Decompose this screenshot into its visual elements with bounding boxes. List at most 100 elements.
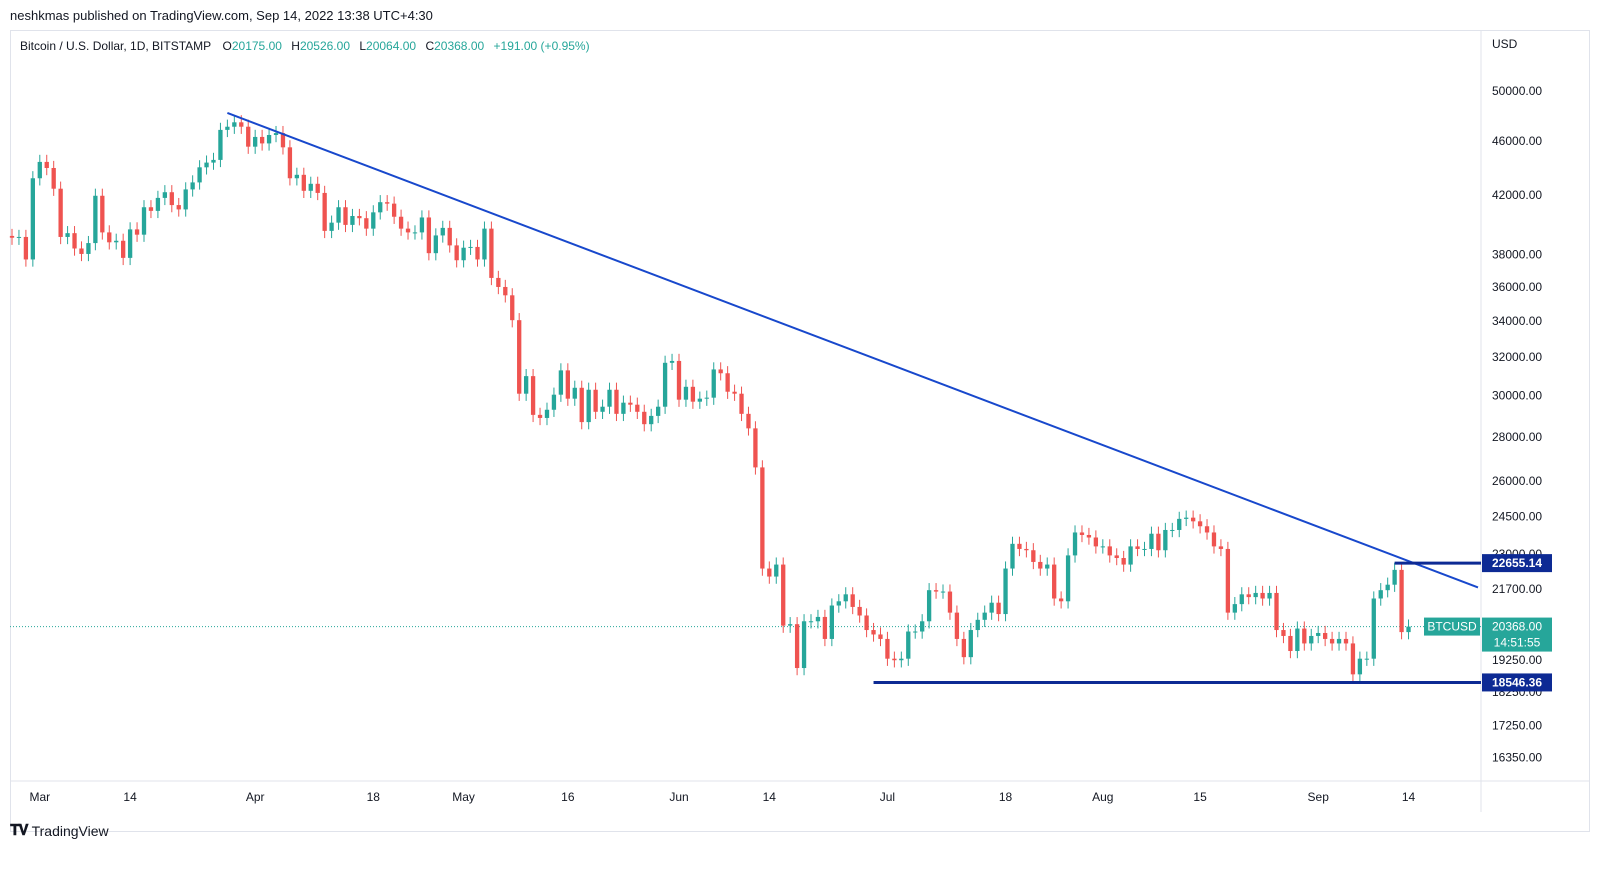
candle-body bbox=[405, 228, 411, 233]
candle-body bbox=[885, 638, 890, 659]
candle-body bbox=[454, 245, 459, 261]
candle bbox=[1218, 539, 1224, 557]
candle-body bbox=[1316, 632, 1321, 636]
candle-body bbox=[176, 205, 181, 210]
candle-body bbox=[447, 227, 452, 246]
candle bbox=[1065, 548, 1071, 609]
candle-body bbox=[1295, 628, 1300, 652]
candle-body bbox=[1218, 546, 1224, 549]
candle bbox=[690, 379, 696, 409]
level-tag bbox=[1482, 554, 1552, 573]
candle bbox=[1322, 625, 1328, 647]
candle-body bbox=[461, 247, 466, 261]
candle bbox=[1128, 539, 1133, 572]
candle bbox=[614, 382, 619, 422]
candle bbox=[405, 221, 411, 240]
candle-body bbox=[343, 207, 348, 225]
price-tick-label: 21700.00 bbox=[1492, 582, 1542, 596]
time-axis: Mar 14 Apr 18 May 16 Jun 14 Jul 18 Aug 15 Sep 14 bbox=[29, 790, 1415, 804]
candle-body bbox=[704, 397, 709, 399]
candle bbox=[537, 407, 543, 426]
candle-body bbox=[850, 594, 855, 607]
candle-body bbox=[906, 631, 911, 659]
candle bbox=[607, 382, 612, 414]
candle-body bbox=[718, 369, 723, 374]
candle bbox=[1156, 526, 1161, 558]
candle bbox=[336, 200, 341, 230]
candle bbox=[697, 391, 702, 409]
candle-body bbox=[141, 207, 147, 235]
candle bbox=[294, 167, 300, 186]
candle-body bbox=[920, 621, 925, 632]
candle bbox=[781, 557, 786, 633]
candle bbox=[148, 200, 154, 219]
candle bbox=[1253, 585, 1258, 605]
candle-body bbox=[1288, 635, 1293, 652]
candle bbox=[287, 140, 293, 186]
price-tags: 22655.14 18546.36 BTCUSD 20368.00 14:51:55 bbox=[1424, 554, 1552, 692]
candle bbox=[211, 152, 216, 170]
price-tick-label: 34000.00 bbox=[1492, 314, 1542, 328]
candle-body bbox=[1065, 555, 1071, 602]
candle bbox=[572, 380, 577, 406]
candles bbox=[9, 115, 1411, 682]
candle-body bbox=[121, 240, 126, 258]
candle-body bbox=[1246, 594, 1251, 598]
candle-body bbox=[579, 387, 584, 423]
candle-body bbox=[259, 136, 265, 144]
candle-body bbox=[183, 189, 188, 210]
candle bbox=[822, 609, 828, 647]
candle bbox=[357, 208, 362, 226]
candle-body bbox=[412, 232, 418, 234]
candle bbox=[1184, 510, 1189, 527]
candle-body bbox=[169, 192, 174, 206]
candle-body bbox=[1100, 546, 1105, 548]
candle-body bbox=[822, 616, 828, 639]
candle bbox=[1121, 550, 1126, 572]
chart-frame bbox=[10, 30, 1590, 832]
candle bbox=[371, 205, 376, 236]
time-tick-label: May bbox=[452, 790, 475, 804]
symbol-title: Bitcoin / U.S. Dollar, 1D, BITSTAMP bbox=[20, 39, 212, 53]
candle-body bbox=[301, 174, 306, 191]
candle bbox=[503, 279, 508, 303]
candle bbox=[489, 221, 494, 286]
trendline[interactable] bbox=[227, 112, 1479, 589]
candle-body bbox=[1343, 638, 1349, 644]
candle bbox=[461, 240, 466, 268]
candle bbox=[579, 380, 584, 430]
candle bbox=[1010, 536, 1015, 576]
low-value: 20064.00 bbox=[366, 39, 417, 53]
candle-body bbox=[72, 233, 77, 249]
candle bbox=[1274, 585, 1279, 638]
candle-body bbox=[148, 207, 154, 211]
candle bbox=[808, 614, 814, 629]
candle-body bbox=[315, 183, 320, 193]
candle-body bbox=[1142, 548, 1147, 550]
candle-body bbox=[127, 229, 133, 258]
candle-body bbox=[864, 615, 869, 631]
high-value: 20526.00 bbox=[299, 39, 350, 53]
candle-body bbox=[551, 394, 557, 410]
candle bbox=[1392, 562, 1397, 592]
candle bbox=[642, 404, 647, 432]
candle bbox=[551, 387, 557, 417]
change-value: +191.00 (+0.95%) bbox=[493, 39, 590, 53]
candle bbox=[1149, 526, 1154, 557]
candle-body bbox=[197, 167, 202, 183]
time-tick-label: 18 bbox=[367, 790, 381, 804]
candle-body bbox=[635, 404, 640, 412]
price-tick-label: 32000.00 bbox=[1492, 350, 1542, 364]
candle-body bbox=[1225, 548, 1231, 613]
candle bbox=[100, 188, 105, 240]
candle bbox=[114, 233, 119, 250]
candle bbox=[954, 605, 960, 647]
horizontal-levels[interactable] bbox=[873, 561, 1481, 684]
candle bbox=[704, 390, 709, 406]
candle-body bbox=[1385, 584, 1390, 591]
candle bbox=[475, 239, 480, 267]
candle bbox=[273, 125, 279, 143]
candle-body bbox=[961, 638, 967, 658]
price-tick-label: 30000.00 bbox=[1492, 389, 1542, 403]
